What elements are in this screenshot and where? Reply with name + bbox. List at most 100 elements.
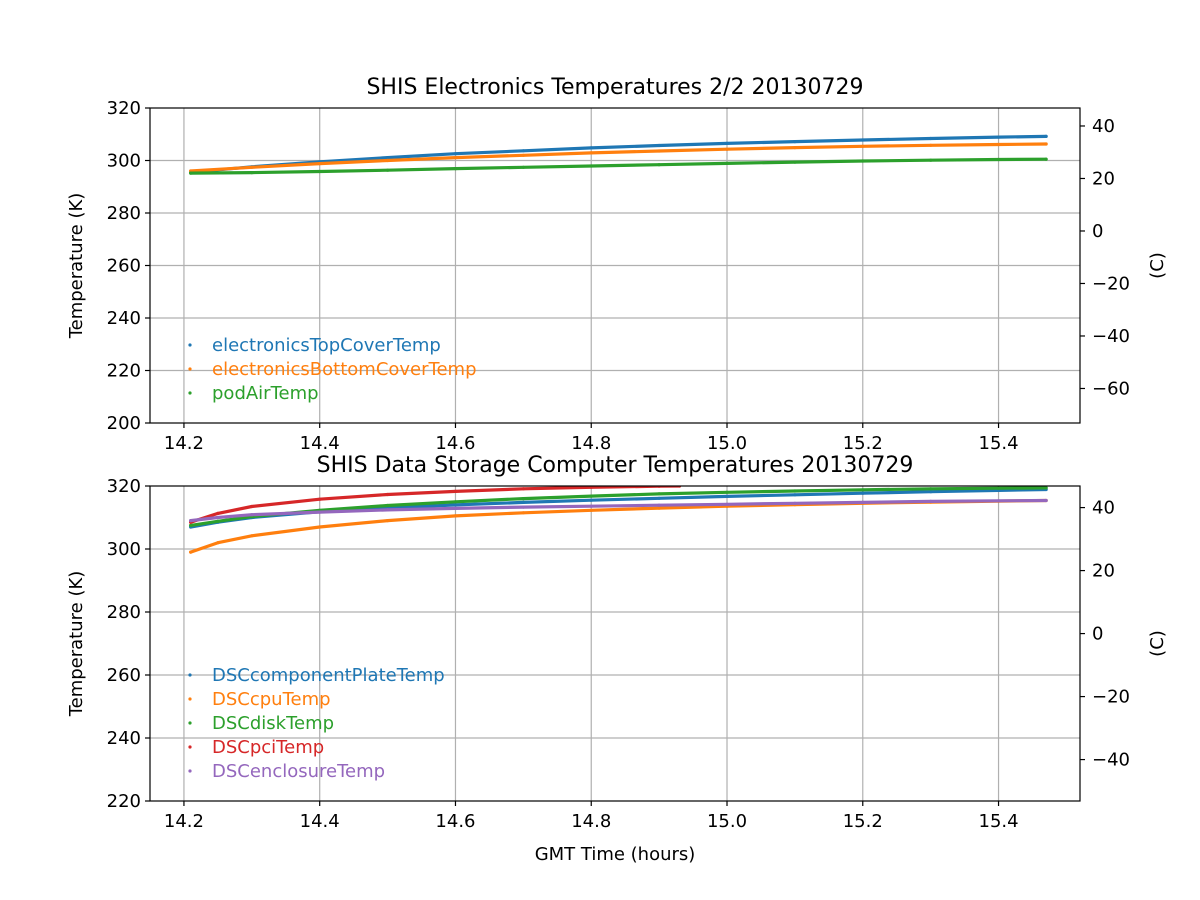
data-point-DSCcpuTemp bbox=[318, 525, 322, 529]
data-point-electronicsBottomCoverTemp bbox=[929, 143, 933, 147]
y-tick-label: 300 bbox=[107, 539, 141, 560]
data-point-podAirTemp bbox=[996, 157, 1001, 162]
data-point-podAirTemp bbox=[861, 159, 865, 163]
data-point-DSCpciTemp bbox=[453, 489, 458, 493]
data-point-electronicsBottomCoverTemp bbox=[996, 142, 1001, 147]
legend-entry: electronicsTopCoverTemp bbox=[212, 335, 441, 356]
data-point-electronicsBottomCoverTemp bbox=[861, 144, 865, 148]
data-point-electronicsTopCoverTemp bbox=[657, 143, 661, 148]
data-point-electronicsBottomCoverTemp bbox=[386, 158, 390, 163]
data-point-DSCcomponentPlateTemp bbox=[657, 496, 661, 500]
data-point-DSCdiskTemp bbox=[861, 488, 865, 492]
data-point-DSCdiskTemp bbox=[589, 494, 593, 498]
y-right-tick-label: −40 bbox=[1092, 326, 1130, 347]
legend-entry: DSCpciTemp bbox=[212, 737, 324, 758]
data-point-DSCdiskTemp bbox=[216, 519, 220, 523]
chart-title: SHIS Data Storage Computer Temperatures … bbox=[317, 453, 914, 478]
data-point-DSCpciTemp bbox=[318, 497, 322, 501]
x-tick-label: 14.8 bbox=[571, 811, 611, 832]
x-tick-label: 15.0 bbox=[707, 811, 747, 832]
data-point-DSCcomponentPlateTemp bbox=[793, 493, 797, 497]
y-tick-label: 220 bbox=[107, 791, 141, 812]
x-tick-label: 15.4 bbox=[979, 811, 1019, 832]
data-point-DSCcomponentPlateTemp bbox=[929, 490, 933, 494]
chart-data-storage-computer-temperatures: 14.2 14.4 14.6 14.8 15.0 15.2 15.4 220 240 260 280… bbox=[66, 453, 1168, 865]
y-right-axis-label: (C) bbox=[1147, 252, 1168, 279]
series-line-electronicsTopCoverTemp bbox=[189, 134, 1048, 174]
data-point-DSCdiskTemp bbox=[725, 490, 729, 494]
data-point-podAirTemp bbox=[725, 161, 729, 165]
data-point-DSCdiskTemp bbox=[929, 487, 933, 491]
data-point-DSCenclosureTemp bbox=[793, 501, 797, 505]
x-tick-label: 14.2 bbox=[164, 811, 204, 832]
data-point-DSCpciTemp bbox=[386, 492, 390, 497]
data-point-DSCdiskTemp bbox=[793, 489, 797, 493]
axes-frame bbox=[149, 485, 1081, 802]
legend-marker bbox=[188, 673, 192, 677]
data-point-podAirTemp bbox=[793, 160, 797, 164]
data-point-DSCenclosureTemp bbox=[929, 499, 933, 503]
y-right-tick-label: 0 bbox=[1092, 221, 1103, 242]
data-point-podAirTemp bbox=[1044, 157, 1048, 161]
data-point-DSCpciTemp bbox=[216, 511, 220, 515]
y-tick-label: 220 bbox=[107, 361, 141, 382]
series-group bbox=[189, 134, 1048, 175]
data-point-DSCcpuTemp bbox=[216, 541, 220, 545]
data-point-DSCcpuTemp bbox=[589, 508, 593, 512]
data-point-electronicsBottomCoverTemp bbox=[657, 149, 661, 153]
data-point-DSCenclosureTemp bbox=[861, 500, 865, 504]
data-point-DSCenclosureTemp bbox=[589, 504, 593, 508]
legend-marker bbox=[188, 769, 192, 773]
y-tick-label: 280 bbox=[107, 602, 141, 623]
legend-marker bbox=[188, 343, 192, 347]
data-point-electronicsTopCoverTemp bbox=[386, 156, 390, 160]
data-point-podAirTemp bbox=[657, 163, 661, 167]
data-point-electronicsTopCoverTemp bbox=[1044, 134, 1048, 138]
data-point-DSCpciTemp bbox=[589, 486, 593, 489]
x-axis-label: GMT Time (hours) bbox=[535, 844, 696, 865]
x-tick-label: 14.4 bbox=[300, 433, 340, 454]
legend-entry: DSCcomponentPlateTemp bbox=[212, 665, 445, 686]
axes-frame bbox=[149, 107, 1081, 424]
y-right-tick-label: −20 bbox=[1092, 687, 1130, 708]
data-point-DSCenclosureTemp bbox=[250, 513, 254, 517]
data-point-DSCenclosureTemp bbox=[725, 502, 729, 506]
y-right-axis-label: (C) bbox=[1147, 630, 1168, 657]
data-point-podAirTemp bbox=[929, 158, 933, 162]
data-point-DSCdiskTemp bbox=[453, 500, 458, 504]
data-point-DSCcpuTemp bbox=[189, 550, 193, 554]
data-point-DSCenclosureTemp bbox=[216, 515, 220, 520]
data-point-DSCcpuTemp bbox=[453, 514, 458, 518]
y-tick-label: 240 bbox=[107, 308, 141, 329]
y-right-tick-label: 20 bbox=[1092, 168, 1115, 189]
data-point-DSCdiskTemp bbox=[996, 486, 1001, 490]
data-point-electronicsTopCoverTemp bbox=[861, 138, 865, 142]
data-point-DSCdiskTemp bbox=[189, 523, 193, 528]
data-point-electronicsBottomCoverTemp bbox=[250, 165, 254, 169]
legend-marker bbox=[188, 367, 192, 371]
legend-entry: electronicsBottomCoverTemp bbox=[212, 359, 477, 380]
data-point-DSCdiskTemp bbox=[386, 503, 390, 508]
y-right-tick-label: −20 bbox=[1092, 273, 1130, 294]
y-right-tick-label: −60 bbox=[1092, 378, 1130, 399]
data-point-podAirTemp bbox=[386, 168, 390, 172]
y-tick-label: 260 bbox=[107, 256, 141, 277]
data-point-electronicsBottomCoverTemp bbox=[589, 151, 593, 155]
legend-entry: DSCdiskTemp bbox=[212, 713, 334, 734]
legend-marker bbox=[188, 391, 192, 395]
data-point-electronicsBottomCoverTemp bbox=[1044, 142, 1048, 146]
x-tick-label: 14.6 bbox=[435, 811, 475, 832]
data-point-podAirTemp bbox=[453, 167, 458, 171]
data-point-DSCdiskTemp bbox=[1044, 486, 1048, 490]
chart-electronics-temperatures: 14.2 14.4 14.6 14.8 15.0 15.2 15.4200220240260… bbox=[66, 75, 1168, 454]
y-right-tick-label: 40 bbox=[1092, 498, 1115, 519]
x-tick-label: 14.4 bbox=[300, 811, 340, 832]
x-tick-label: 15.2 bbox=[843, 811, 883, 832]
data-point-electronicsTopCoverTemp bbox=[929, 136, 933, 141]
data-point-DSCenclosureTemp bbox=[453, 506, 458, 510]
legend-entry: DSCenclosureTemp bbox=[212, 761, 385, 782]
data-point-electronicsTopCoverTemp bbox=[996, 135, 1001, 139]
data-point-podAirTemp bbox=[521, 165, 526, 169]
legend-marker bbox=[188, 721, 192, 725]
